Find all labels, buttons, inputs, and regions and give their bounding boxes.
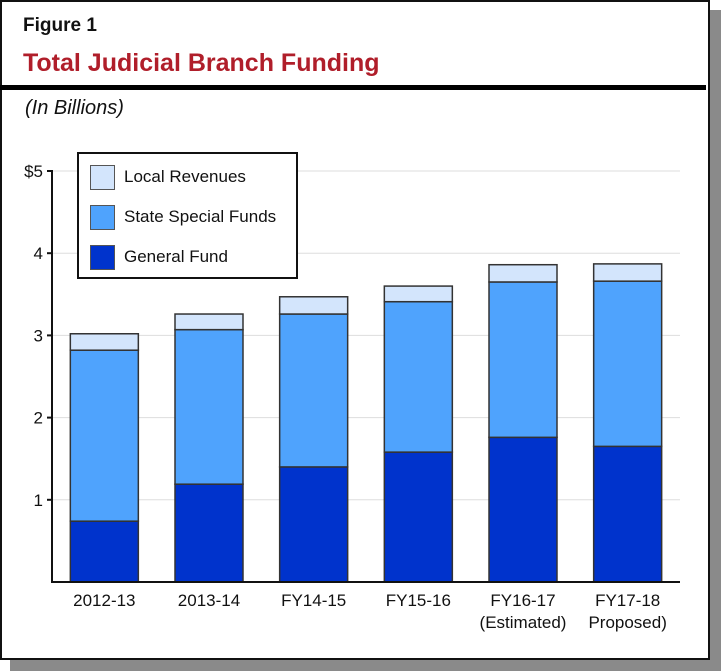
bar-segment-general-fund [69,520,140,583]
bar-segment-state-special-funds [174,328,244,485]
y-tick-label: $5 [24,162,43,181]
chart-legend: Local Revenues State Special Funds Gener… [77,152,298,279]
bar-segment-state-special-funds [383,300,454,453]
legend-swatch-general-fund [90,244,115,270]
legend-item-local-revenues: Local Revenues [90,164,246,190]
bar-segment-general-fund [488,436,558,583]
legend-swatch-local-revenues [90,164,115,190]
bar-segment-general-fund [592,445,663,583]
legend-label: General Fund [124,247,228,266]
legend-item-general-fund: General Fund [90,244,228,270]
bar-segment-local-revenues [383,285,454,303]
x-category-label: 2013-14 [178,591,240,610]
figure-title: Total Judicial Branch Funding [23,49,380,77]
bar-segment-general-fund [278,466,349,583]
x-category-label: Proposed) [588,613,666,632]
x-category-label: FY17-18 [595,591,660,610]
x-category-label: (Estimated) [480,613,567,632]
bar-segment-local-revenues [488,263,558,283]
figure-subtitle: (In Billions) [25,97,124,119]
x-category-label: FY14-15 [281,591,346,610]
x-category-label: 2012-13 [73,591,135,610]
y-tick-label: 2 [34,409,43,428]
legend-item-state-special-funds: State Special Funds [90,204,276,230]
bar-segment-general-fund [383,451,454,583]
x-category-label: FY16-17 [490,591,555,610]
legend-swatch-state-special-funds [90,204,115,230]
frame-shadow-right [710,10,721,671]
legend-label: Local Revenues [124,167,246,186]
y-tick-label: 3 [34,326,43,345]
legend-label: State Special Funds [124,207,277,226]
bar-segment-local-revenues [69,333,140,351]
bar-segment-local-revenues [174,313,244,331]
y-tick-label: 1 [34,491,43,510]
figure-label: Figure 1 [23,15,97,36]
bar-segment-state-special-funds [488,281,558,439]
bar-segment-state-special-funds [69,349,140,522]
title-divider [0,85,706,90]
bar-segment-state-special-funds [278,313,349,468]
y-tick-label: 4 [34,244,43,263]
bar-segment-local-revenues [592,263,663,282]
bar-segment-state-special-funds [592,280,663,448]
x-category-label: FY15-16 [386,591,451,610]
bar-segment-local-revenues [278,296,349,315]
bar-segment-general-fund [174,483,244,583]
frame-shadow-bottom [10,660,721,671]
